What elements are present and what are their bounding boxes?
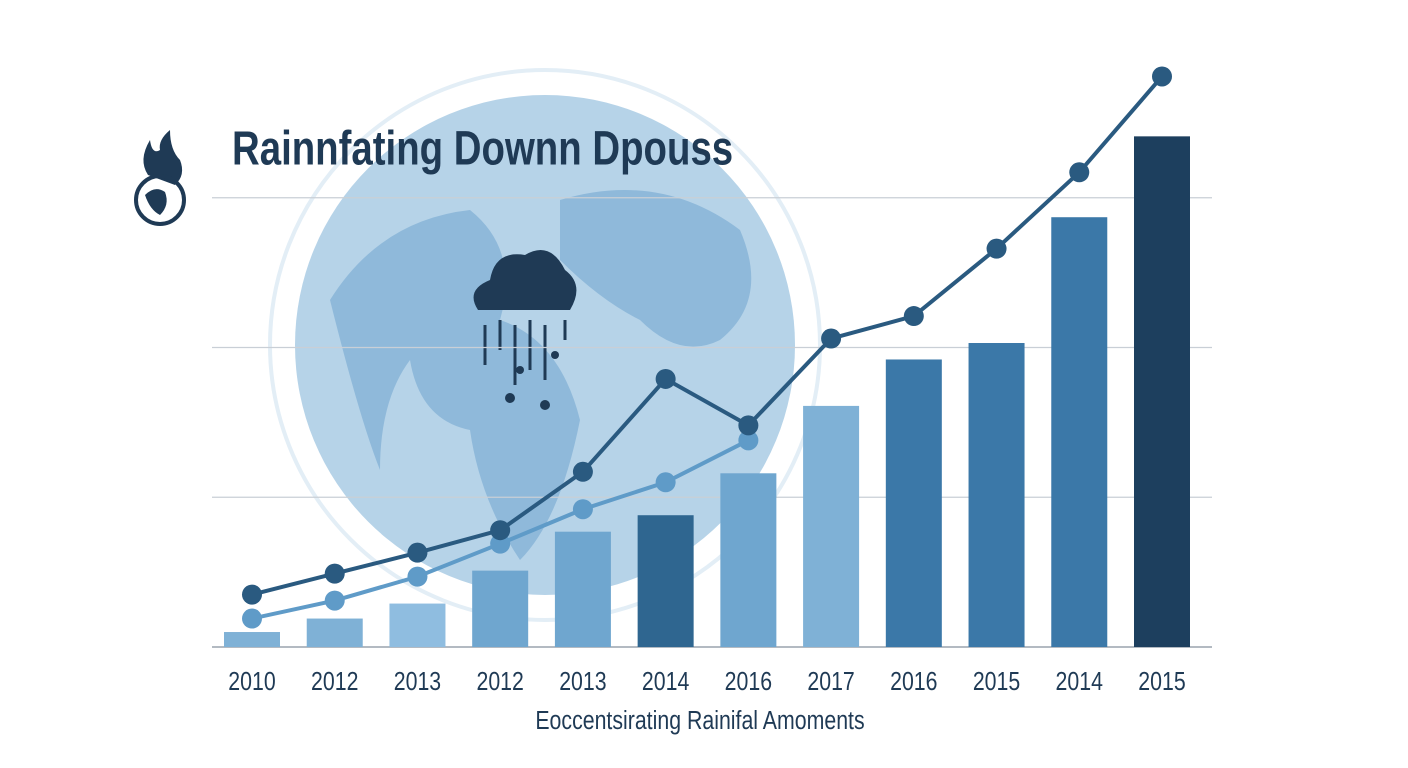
line-point — [242, 608, 262, 629]
line-point — [572, 499, 593, 520]
x-tick-label: 2013 — [559, 667, 606, 697]
x-tick-label: 2014 — [1056, 667, 1103, 697]
x-tick-label: 2015 — [1138, 667, 1185, 697]
line-point — [407, 566, 428, 587]
bar — [389, 603, 446, 647]
x-tick-label: 2017 — [807, 667, 854, 697]
rain-cloud-icon — [473, 250, 577, 410]
logo-icon — [134, 130, 186, 226]
line-point — [821, 328, 842, 349]
bar — [720, 473, 777, 647]
x-tick-label: 2016 — [725, 667, 772, 697]
bar — [554, 531, 611, 647]
bar — [1051, 217, 1108, 647]
line-point — [490, 520, 511, 541]
x-tick-label: 2012 — [311, 667, 358, 697]
chart-title: Rainnfating Downn Dpouss — [232, 123, 733, 176]
line-series — [251, 75, 1164, 597]
line-point — [324, 590, 345, 611]
line-point — [738, 415, 759, 436]
line-point — [738, 430, 759, 451]
line-point — [655, 472, 676, 493]
bar — [968, 343, 1025, 647]
line-point — [572, 461, 593, 482]
line-point — [324, 563, 345, 584]
bar — [885, 359, 942, 647]
line-point — [1069, 162, 1090, 183]
x-tick-label: 2010 — [228, 667, 275, 697]
x-tick-label: 2012 — [476, 667, 523, 697]
x-tick-label: 2015 — [973, 667, 1020, 697]
line-point — [655, 368, 676, 389]
bar — [472, 570, 529, 647]
bar — [224, 632, 280, 647]
line-point — [903, 306, 924, 327]
x-axis-label: Eoccentsirating Rainifal Amoments — [535, 706, 864, 736]
bar — [306, 618, 363, 647]
x-tick-label: 2014 — [642, 667, 689, 697]
line-point — [242, 584, 262, 605]
line-point — [1152, 66, 1172, 87]
line-point — [407, 542, 428, 563]
bar — [803, 405, 860, 647]
line-point — [986, 238, 1007, 259]
x-tick-label: 2013 — [394, 667, 441, 697]
x-tick-label: 2016 — [890, 667, 937, 697]
bar — [637, 515, 694, 647]
bar — [1134, 136, 1190, 648]
